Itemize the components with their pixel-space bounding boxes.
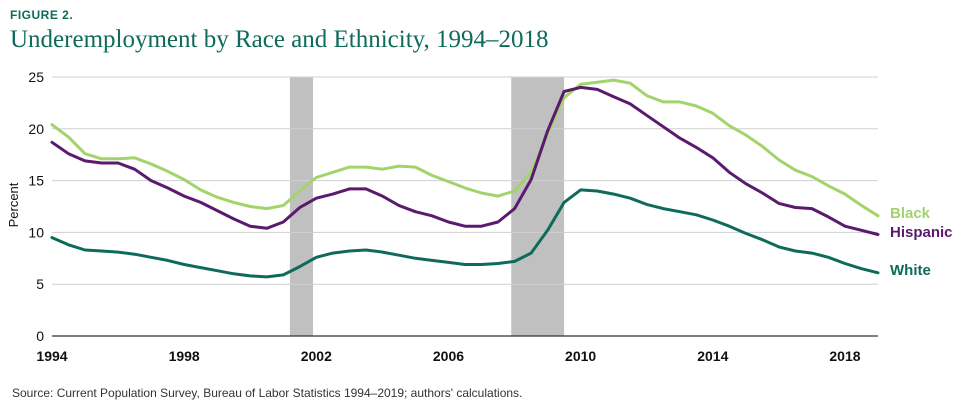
series-label-white: White	[890, 262, 931, 279]
x-tick-labels: 1994 1998 2002 2006 2010 2014 2018	[36, 348, 860, 364]
x-tick-label: 1994	[36, 348, 67, 364]
x-tick-label: 2010	[565, 348, 596, 364]
y-tick-label: 10	[28, 224, 44, 240]
series-line-black	[50, 78, 880, 218]
y-tick-label: 0	[36, 328, 44, 344]
x-tick-label: 1998	[169, 348, 200, 364]
grid-lines	[52, 76, 878, 337]
y-tick-labels: 0 5 10 15 20 25	[28, 69, 44, 344]
y-tick-label: 15	[28, 173, 44, 189]
source-note: Source: Current Population Survey, Burea…	[12, 386, 523, 400]
recession-bands	[289, 77, 565, 336]
chart-title: Underemployment by Race and Ethnicity, 1…	[10, 26, 549, 53]
x-tick-label: 2002	[301, 348, 332, 364]
series-line-hispanic	[50, 85, 880, 236]
x-tick-label: 2014	[697, 348, 728, 364]
series-labels: Black Hispanic White	[890, 205, 953, 279]
y-tick-label: 20	[28, 121, 44, 137]
figure-label: FIGURE 2.	[10, 8, 74, 22]
series-label-black: Black	[890, 205, 931, 222]
y-axis-label: Percent	[6, 182, 21, 227]
series-label-hispanic: Hispanic	[890, 224, 953, 241]
y-tick-label: 5	[36, 276, 44, 292]
x-tick-label: 2018	[829, 348, 860, 364]
series-line-white	[50, 188, 880, 279]
series-lines	[50, 78, 880, 279]
x-tick-label: 2006	[433, 348, 464, 364]
y-tick-label: 25	[28, 69, 44, 85]
